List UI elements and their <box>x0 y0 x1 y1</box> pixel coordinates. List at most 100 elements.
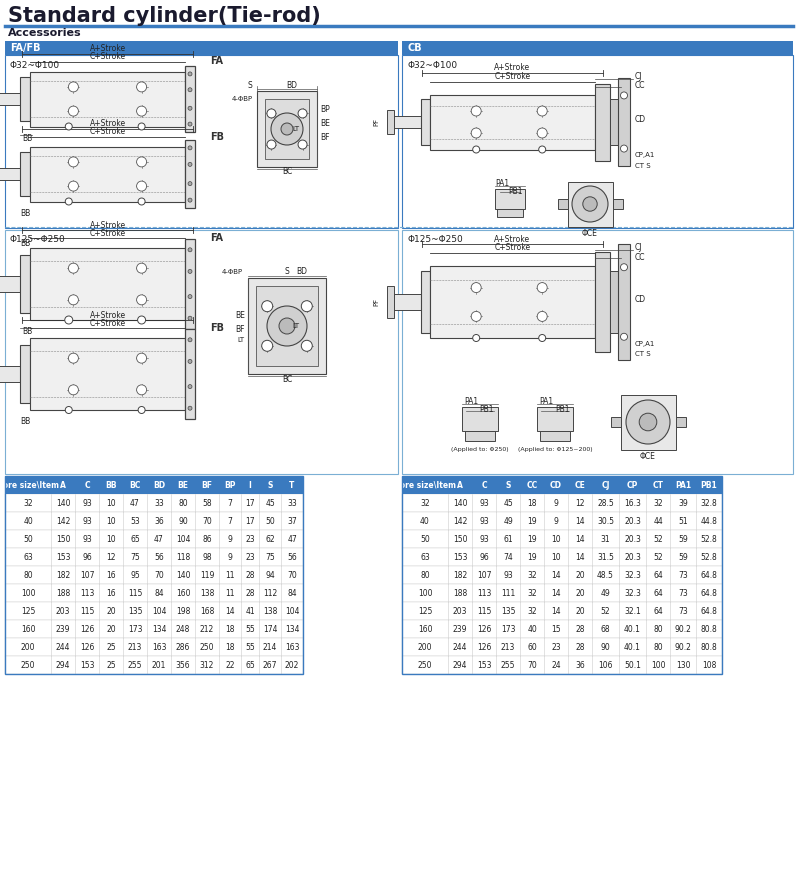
Text: 63: 63 <box>23 552 33 561</box>
Circle shape <box>267 306 307 346</box>
Text: 70: 70 <box>202 516 212 525</box>
Bar <box>402 584 722 602</box>
Text: 11: 11 <box>226 589 234 598</box>
Text: 32.8: 32.8 <box>701 499 718 507</box>
Circle shape <box>137 106 146 116</box>
Bar <box>5 530 303 548</box>
Text: 142: 142 <box>453 516 467 525</box>
Text: S: S <box>506 481 510 490</box>
Text: 64.8: 64.8 <box>701 570 718 580</box>
Text: A: A <box>457 481 463 490</box>
Text: 20: 20 <box>106 624 116 634</box>
Text: 20.3: 20.3 <box>624 552 641 561</box>
Bar <box>5 230 398 474</box>
Circle shape <box>138 198 145 205</box>
Text: 160: 160 <box>176 589 190 598</box>
Bar <box>5 548 303 566</box>
Text: BF: BF <box>202 481 213 490</box>
Text: A+Stroke: A+Stroke <box>90 310 126 319</box>
Text: Bore size\Item: Bore size\Item <box>394 481 456 490</box>
Bar <box>421 99 430 145</box>
Text: 244: 244 <box>453 643 467 652</box>
Text: 22: 22 <box>226 660 234 669</box>
Text: 9: 9 <box>227 535 233 544</box>
Bar <box>567 181 613 226</box>
Text: 93: 93 <box>479 535 489 544</box>
Text: 30.5: 30.5 <box>597 516 614 525</box>
Text: 80: 80 <box>420 570 430 580</box>
Bar <box>595 252 610 353</box>
Text: BB: BB <box>22 134 32 143</box>
Circle shape <box>188 122 192 126</box>
Text: 134: 134 <box>152 624 166 634</box>
Text: 134: 134 <box>285 624 299 634</box>
Circle shape <box>621 333 627 340</box>
Bar <box>5 620 303 638</box>
Circle shape <box>267 109 276 118</box>
Bar <box>30 248 185 320</box>
Text: BB: BB <box>20 209 30 218</box>
Text: 24: 24 <box>551 660 561 669</box>
Bar <box>613 199 622 209</box>
Text: 168: 168 <box>200 606 214 615</box>
Circle shape <box>302 301 312 312</box>
Bar <box>387 286 394 318</box>
Text: 40.1: 40.1 <box>624 643 641 652</box>
Text: 160: 160 <box>21 624 35 634</box>
Text: PB1: PB1 <box>480 405 494 414</box>
Text: 115: 115 <box>80 606 94 615</box>
Text: 59: 59 <box>678 552 688 561</box>
Circle shape <box>621 263 627 271</box>
Text: 19: 19 <box>527 535 537 544</box>
Bar <box>5 584 303 602</box>
Circle shape <box>279 318 295 334</box>
Text: CT S: CT S <box>635 163 650 169</box>
Text: 14: 14 <box>551 570 561 580</box>
Text: 4-ΦBP: 4-ΦBP <box>222 269 243 275</box>
Text: 48.5: 48.5 <box>597 570 614 580</box>
Bar <box>256 286 318 366</box>
Text: 100: 100 <box>650 660 666 669</box>
Text: 140: 140 <box>56 499 70 507</box>
Text: S: S <box>285 268 290 277</box>
Text: BD: BD <box>286 80 298 89</box>
Text: 70: 70 <box>527 660 537 669</box>
Bar <box>610 271 618 332</box>
Bar <box>618 78 630 166</box>
Bar <box>610 417 621 427</box>
Text: 15: 15 <box>551 624 561 634</box>
Bar <box>402 494 722 512</box>
Bar <box>5 656 303 674</box>
Bar <box>465 431 495 441</box>
Text: BB: BB <box>20 240 30 248</box>
Text: 10: 10 <box>106 516 116 525</box>
Bar <box>0 93 22 105</box>
Text: 14: 14 <box>551 606 561 615</box>
Text: 126: 126 <box>477 643 491 652</box>
Text: (Applied to: Φ250): (Applied to: Φ250) <box>451 446 509 452</box>
Circle shape <box>538 128 547 138</box>
Bar <box>5 566 303 584</box>
Text: C+Stroke: C+Stroke <box>90 52 126 61</box>
Text: BP: BP <box>320 104 330 113</box>
Text: 286: 286 <box>176 643 190 652</box>
Text: I: I <box>249 481 251 490</box>
Text: 214: 214 <box>263 643 277 652</box>
Text: 188: 188 <box>56 589 70 598</box>
Circle shape <box>471 283 482 293</box>
Text: CP,A1: CP,A1 <box>635 153 655 158</box>
Bar <box>402 41 793 55</box>
Text: 239: 239 <box>453 624 467 634</box>
Text: 135: 135 <box>501 606 515 615</box>
Text: 119: 119 <box>200 570 214 580</box>
Text: A+Stroke: A+Stroke <box>494 234 530 243</box>
Bar <box>20 255 30 313</box>
Text: 65: 65 <box>130 535 140 544</box>
Text: 80: 80 <box>653 624 663 634</box>
Text: 23: 23 <box>245 535 255 544</box>
Text: 58: 58 <box>202 499 212 507</box>
Text: FB: FB <box>210 323 224 333</box>
Text: 18: 18 <box>527 499 537 507</box>
Text: CC: CC <box>635 253 646 262</box>
Bar <box>20 152 30 196</box>
